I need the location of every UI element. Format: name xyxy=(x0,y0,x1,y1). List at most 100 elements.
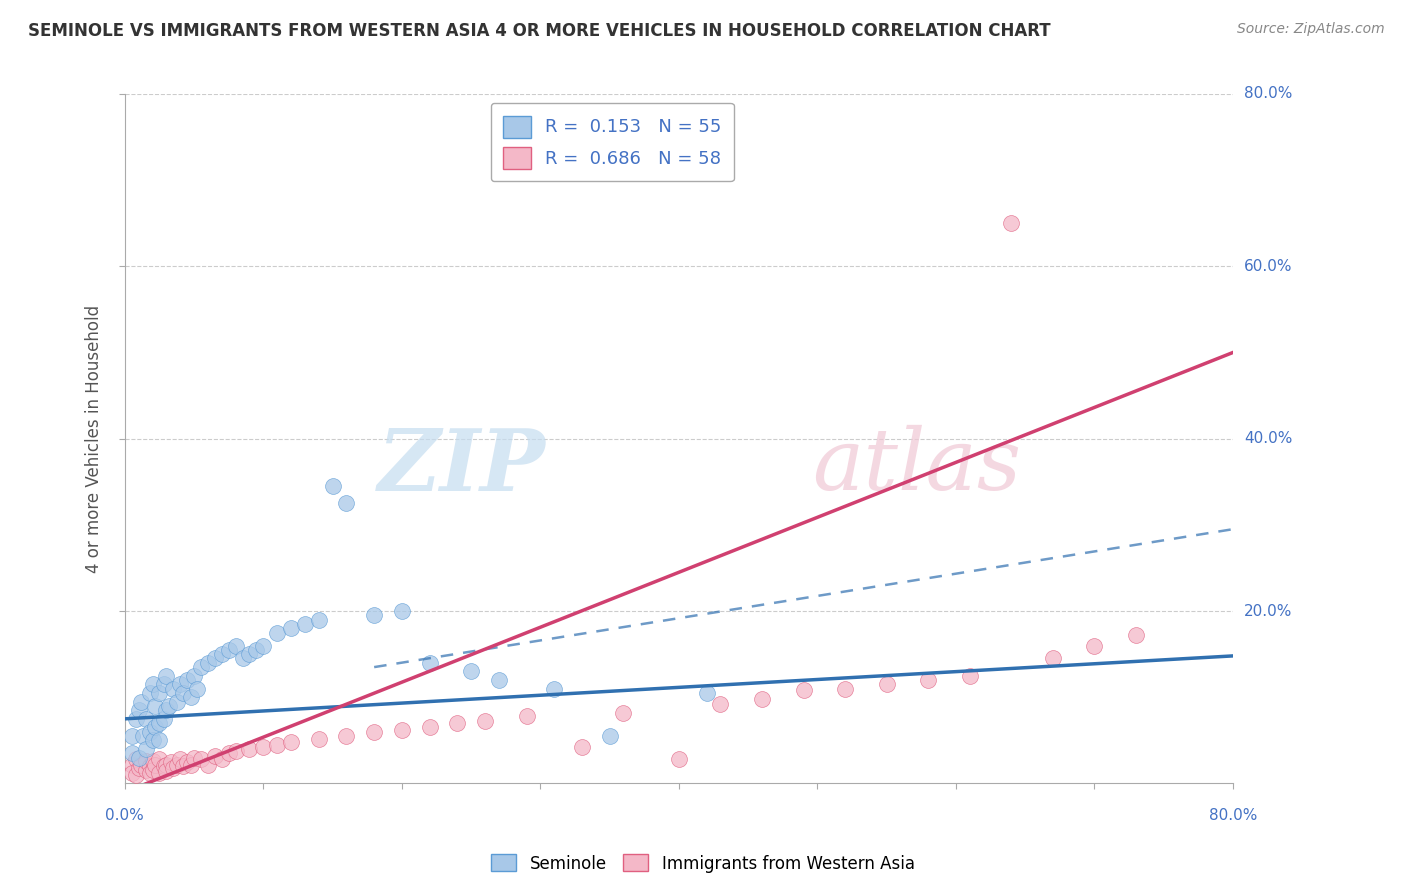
Point xyxy=(128,703,150,717)
Point xyxy=(172,759,194,773)
Point xyxy=(308,731,330,746)
Point xyxy=(266,738,288,752)
Point xyxy=(148,733,170,747)
Point xyxy=(543,681,565,696)
Point xyxy=(131,757,153,772)
Point xyxy=(232,651,254,665)
Point xyxy=(132,729,155,743)
Point xyxy=(180,690,202,705)
Point xyxy=(391,723,413,737)
Point xyxy=(834,681,856,696)
Point xyxy=(155,703,177,717)
Point xyxy=(152,759,174,773)
Point xyxy=(218,747,240,761)
Point xyxy=(793,683,815,698)
Point xyxy=(166,695,188,709)
Point xyxy=(148,766,170,780)
Point xyxy=(180,757,202,772)
Point xyxy=(204,748,226,763)
Point xyxy=(225,639,247,653)
Point xyxy=(917,673,939,687)
Text: 80.0%: 80.0% xyxy=(1209,808,1257,823)
Point xyxy=(141,754,163,768)
Point xyxy=(125,712,148,726)
Point xyxy=(172,686,194,700)
Point xyxy=(335,496,357,510)
Point xyxy=(363,608,385,623)
Point xyxy=(128,761,150,775)
Point xyxy=(474,714,496,729)
Point xyxy=(1083,639,1105,653)
Point xyxy=(612,706,634,720)
Point xyxy=(709,697,731,711)
Point xyxy=(166,757,188,772)
Point xyxy=(218,643,240,657)
Point xyxy=(391,604,413,618)
Point xyxy=(148,686,170,700)
Text: ZIP: ZIP xyxy=(378,425,546,508)
Text: 80.0%: 80.0% xyxy=(1244,87,1292,102)
Point xyxy=(322,479,344,493)
Point xyxy=(280,735,302,749)
Point xyxy=(238,647,260,661)
Point xyxy=(488,673,510,687)
Text: 0.0%: 0.0% xyxy=(105,808,145,823)
Point xyxy=(211,752,233,766)
Point xyxy=(183,669,205,683)
Point xyxy=(155,757,177,772)
Point xyxy=(446,716,468,731)
Point xyxy=(143,757,166,772)
Point xyxy=(294,617,316,632)
Point xyxy=(131,695,153,709)
Point xyxy=(252,639,274,653)
Point xyxy=(162,761,184,775)
Point xyxy=(211,647,233,661)
Point xyxy=(1125,628,1147,642)
Point xyxy=(121,766,143,780)
Y-axis label: 4 or more Vehicles in Household: 4 or more Vehicles in Household xyxy=(86,304,103,573)
Point xyxy=(183,750,205,764)
Point xyxy=(238,742,260,756)
Point xyxy=(135,754,157,768)
Point xyxy=(148,752,170,766)
Point xyxy=(139,766,162,780)
Point xyxy=(135,742,157,756)
Point xyxy=(197,757,219,772)
Point xyxy=(157,698,180,713)
Point xyxy=(571,740,593,755)
Point xyxy=(152,712,174,726)
Point xyxy=(121,757,143,772)
Point xyxy=(876,677,898,691)
Point xyxy=(139,759,162,773)
Point xyxy=(515,709,537,723)
Point xyxy=(225,744,247,758)
Point xyxy=(419,721,441,735)
Point xyxy=(1000,216,1022,230)
Text: 60.0%: 60.0% xyxy=(1244,259,1292,274)
Point xyxy=(143,721,166,735)
Point xyxy=(751,692,773,706)
Point xyxy=(1042,651,1064,665)
Point xyxy=(139,686,162,700)
Point xyxy=(155,764,177,778)
Point xyxy=(176,755,198,769)
Point xyxy=(959,669,981,683)
Point xyxy=(159,755,181,769)
Text: Source: ZipAtlas.com: Source: ZipAtlas.com xyxy=(1237,22,1385,37)
Point xyxy=(143,698,166,713)
Point xyxy=(363,724,385,739)
Point xyxy=(252,740,274,755)
Point xyxy=(121,729,143,743)
Point xyxy=(141,677,163,691)
Point xyxy=(308,613,330,627)
Point xyxy=(141,733,163,747)
Point xyxy=(668,752,690,766)
Point xyxy=(335,729,357,743)
Point xyxy=(419,656,441,670)
Point xyxy=(162,681,184,696)
Point xyxy=(148,716,170,731)
Point xyxy=(125,752,148,766)
Point xyxy=(128,750,150,764)
Point xyxy=(266,625,288,640)
Point xyxy=(190,660,212,674)
